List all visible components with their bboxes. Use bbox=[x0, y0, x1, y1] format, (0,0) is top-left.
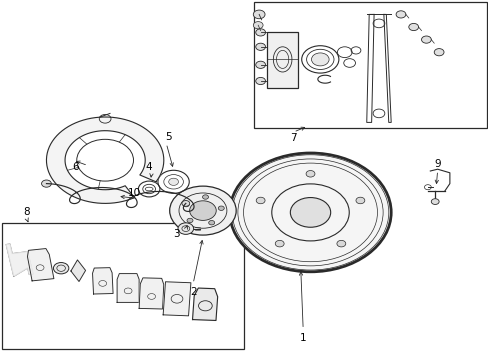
Circle shape bbox=[395, 11, 405, 18]
Polygon shape bbox=[46, 117, 163, 203]
Circle shape bbox=[275, 240, 284, 247]
Circle shape bbox=[182, 201, 189, 206]
Circle shape bbox=[169, 186, 236, 235]
Bar bbox=[254, 2, 486, 128]
Circle shape bbox=[311, 53, 328, 66]
Circle shape bbox=[421, 36, 430, 43]
Polygon shape bbox=[139, 278, 163, 309]
Text: 5: 5 bbox=[165, 132, 172, 142]
Text: 3: 3 bbox=[172, 229, 179, 239]
Circle shape bbox=[430, 199, 438, 204]
Polygon shape bbox=[192, 288, 217, 320]
Polygon shape bbox=[117, 274, 139, 302]
Text: 9: 9 bbox=[433, 159, 440, 169]
Circle shape bbox=[253, 10, 264, 19]
Circle shape bbox=[202, 195, 208, 199]
Circle shape bbox=[255, 29, 265, 36]
Circle shape bbox=[229, 153, 390, 272]
Circle shape bbox=[41, 180, 51, 187]
Circle shape bbox=[253, 22, 263, 29]
Circle shape bbox=[433, 49, 443, 56]
Text: 4: 4 bbox=[145, 162, 152, 172]
Text: 10: 10 bbox=[128, 188, 141, 198]
Circle shape bbox=[355, 197, 364, 204]
Text: 6: 6 bbox=[72, 162, 79, 172]
Circle shape bbox=[305, 171, 314, 177]
Polygon shape bbox=[27, 248, 54, 281]
Circle shape bbox=[408, 23, 418, 31]
Text: 8: 8 bbox=[23, 207, 30, 217]
Bar bbox=[266, 32, 298, 88]
Circle shape bbox=[255, 43, 265, 50]
Polygon shape bbox=[92, 267, 113, 294]
Circle shape bbox=[178, 223, 193, 234]
Circle shape bbox=[255, 77, 265, 85]
Polygon shape bbox=[6, 244, 33, 276]
Circle shape bbox=[168, 178, 178, 185]
Circle shape bbox=[189, 201, 216, 220]
Circle shape bbox=[336, 240, 345, 247]
Polygon shape bbox=[163, 282, 190, 316]
Circle shape bbox=[53, 262, 69, 274]
Circle shape bbox=[256, 197, 264, 204]
Text: 2: 2 bbox=[189, 287, 196, 297]
Text: 1: 1 bbox=[299, 333, 306, 343]
Circle shape bbox=[218, 206, 224, 211]
Circle shape bbox=[186, 218, 193, 223]
Text: 7: 7 bbox=[289, 132, 296, 143]
Circle shape bbox=[183, 202, 189, 207]
Bar bbox=[2, 223, 244, 349]
Circle shape bbox=[208, 221, 214, 225]
Circle shape bbox=[290, 198, 330, 227]
Circle shape bbox=[255, 61, 265, 68]
Polygon shape bbox=[71, 260, 85, 282]
